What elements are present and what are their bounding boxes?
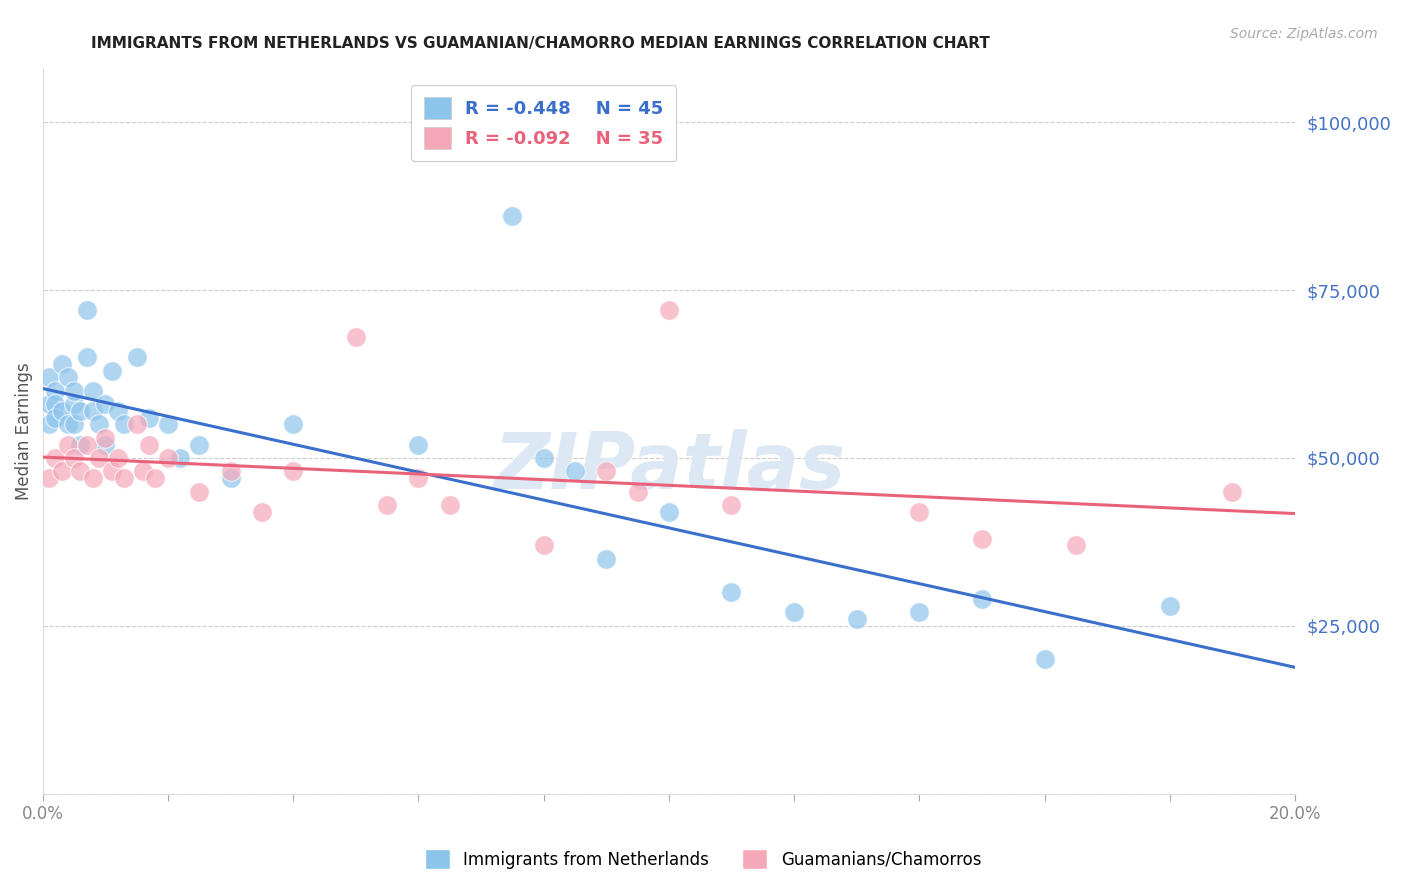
Point (63, 417, 86, 432)
Point (533, 538, 555, 552)
Point (219, 464, 242, 478)
Point (250, 505, 273, 519)
Point (69, 404, 91, 418)
Point (188, 437, 211, 451)
Point (76, 350, 98, 364)
Point (38, 471, 60, 485)
Point (76, 303, 98, 318)
Point (63, 397, 86, 411)
Point (82, 384, 104, 398)
Point (970, 591, 993, 606)
Point (94, 437, 117, 451)
Point (595, 551, 617, 566)
Point (658, 303, 681, 318)
Point (82, 471, 104, 485)
Point (56, 437, 79, 451)
Point (375, 498, 398, 512)
Point (219, 471, 242, 485)
Point (1033, 652, 1056, 666)
Point (69, 437, 91, 451)
Point (107, 450, 129, 465)
Point (156, 417, 179, 432)
Text: IMMIGRANTS FROM NETHERLANDS VS GUAMANIAN/CHAMORRO MEDIAN EARNINGS CORRELATION CH: IMMIGRANTS FROM NETHERLANDS VS GUAMANIAN… (91, 36, 990, 51)
Y-axis label: Median Earnings: Median Earnings (15, 362, 32, 500)
Point (344, 330, 367, 344)
Point (1222, 484, 1244, 499)
Point (100, 364, 122, 378)
Point (56, 417, 79, 432)
Point (112, 471, 135, 485)
Point (76, 437, 98, 451)
Point (132, 464, 155, 478)
Point (908, 505, 931, 519)
Point (595, 464, 617, 478)
Point (51, 404, 73, 418)
Point (44, 384, 66, 398)
Point (51, 357, 73, 371)
Point (283, 417, 305, 432)
Point (63, 384, 86, 398)
Point (51, 464, 73, 478)
Text: ZIPatlas: ZIPatlas (492, 429, 845, 506)
Point (94, 431, 117, 445)
Point (69, 464, 91, 478)
Point (970, 532, 993, 546)
Point (408, 471, 430, 485)
Point (56, 370, 79, 384)
Point (720, 498, 742, 512)
Point (100, 464, 122, 478)
Text: Source: ZipAtlas.com: Source: ZipAtlas.com (1230, 27, 1378, 41)
Point (125, 417, 148, 432)
Point (783, 606, 806, 620)
Point (44, 450, 66, 465)
Point (501, 209, 523, 223)
Point (188, 484, 211, 499)
Point (408, 437, 430, 451)
Point (845, 612, 868, 626)
Point (145, 471, 167, 485)
Point (1064, 538, 1087, 552)
Point (38, 417, 60, 432)
Point (112, 417, 135, 432)
Point (626, 484, 648, 499)
Point (44, 410, 66, 425)
Point (658, 505, 681, 519)
Point (169, 450, 191, 465)
Point (138, 437, 160, 451)
Point (94, 397, 117, 411)
Legend: R = -0.448    N = 45, R = -0.092    N = 35: R = -0.448 N = 45, R = -0.092 N = 35 (411, 85, 676, 161)
Point (1159, 599, 1181, 613)
Point (138, 410, 160, 425)
Point (87, 417, 110, 432)
Point (82, 404, 104, 418)
Point (156, 450, 179, 465)
Point (107, 404, 129, 418)
Point (283, 464, 305, 478)
Point (125, 350, 148, 364)
Point (720, 585, 742, 599)
Point (908, 606, 931, 620)
Point (44, 397, 66, 411)
Point (564, 464, 586, 478)
Point (63, 450, 86, 465)
Point (533, 450, 555, 465)
Point (38, 397, 60, 411)
Point (87, 450, 110, 465)
Point (38, 370, 60, 384)
Point (439, 498, 461, 512)
Legend: Immigrants from Netherlands, Guamanians/Chamorros: Immigrants from Netherlands, Guamanians/… (415, 838, 991, 880)
